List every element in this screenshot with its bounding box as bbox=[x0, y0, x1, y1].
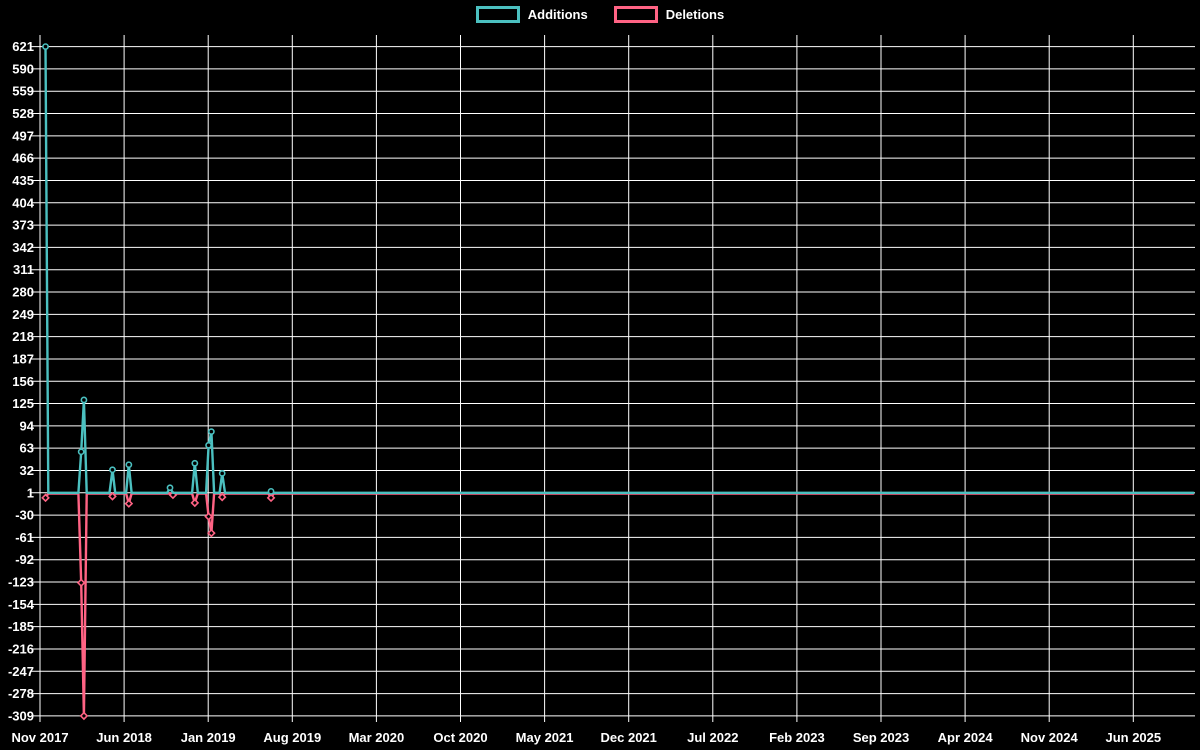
data-point-marker bbox=[266, 493, 276, 503]
y-tick-label: 125 bbox=[12, 396, 34, 411]
x-tick-label: Jul 2022 bbox=[687, 730, 738, 745]
data-point-marker bbox=[79, 711, 89, 721]
y-tick-label: -61 bbox=[15, 530, 34, 545]
legend-item-deletions[interactable]: Deletions bbox=[613, 6, 725, 23]
y-tick-label: -247 bbox=[8, 664, 34, 679]
data-point-marker bbox=[204, 512, 213, 521]
y-tick-label: 280 bbox=[12, 285, 34, 300]
legend-label-deletions: Deletions bbox=[665, 7, 725, 22]
y-tick-label: -154 bbox=[8, 597, 35, 612]
y-tick-label: 1 bbox=[27, 485, 34, 500]
data-point-marker bbox=[41, 493, 50, 503]
vertical-gridlines bbox=[39, 35, 1134, 722]
y-tick-label: -216 bbox=[8, 641, 34, 656]
x-tick-label: Sep 2023 bbox=[853, 730, 909, 745]
y-tick-label: 466 bbox=[12, 151, 34, 166]
series-additions bbox=[42, 43, 1195, 495]
x-tick-label: Mar 2020 bbox=[349, 730, 405, 745]
y-tick-label: -185 bbox=[8, 619, 34, 634]
additions-point-markers bbox=[42, 43, 275, 495]
y-tick-label: 373 bbox=[12, 218, 34, 233]
data-point-marker bbox=[76, 578, 86, 588]
y-tick-label: 94 bbox=[20, 418, 35, 433]
data-point-marker bbox=[205, 441, 212, 449]
data-point-marker bbox=[109, 466, 116, 474]
data-point-marker bbox=[267, 487, 275, 495]
deletions-swatch bbox=[613, 6, 658, 23]
x-tick-label: Nov 2024 bbox=[1021, 730, 1079, 745]
y-tick-label: 528 bbox=[12, 106, 34, 121]
data-point-marker bbox=[207, 428, 215, 436]
data-point-marker bbox=[125, 461, 133, 469]
data-point-marker bbox=[190, 498, 200, 508]
series-deletions bbox=[41, 490, 1195, 721]
legend-label-additions: Additions bbox=[527, 7, 588, 22]
y-tick-label: 590 bbox=[12, 61, 34, 76]
y-tick-label: 559 bbox=[12, 84, 34, 99]
x-tick-label: Jun 2018 bbox=[96, 730, 152, 745]
x-tick-label: Jan 2019 bbox=[181, 730, 236, 745]
y-tick-label: 404 bbox=[12, 195, 34, 210]
y-tick-label: 342 bbox=[12, 240, 34, 255]
y-tick-label: -278 bbox=[8, 686, 34, 701]
data-point-marker bbox=[191, 459, 199, 467]
data-point-marker bbox=[218, 469, 226, 477]
data-point-marker bbox=[80, 396, 88, 404]
y-tick-label: -30 bbox=[15, 508, 34, 523]
x-tick-label: May 2021 bbox=[516, 730, 574, 745]
y-tick-label: 621 bbox=[12, 39, 34, 54]
data-point-marker bbox=[77, 448, 85, 456]
x-tick-label: Feb 2023 bbox=[769, 730, 825, 745]
data-point-marker bbox=[42, 43, 49, 50]
y-tick-label: 63 bbox=[20, 441, 34, 456]
deletions-point-markers bbox=[41, 490, 276, 721]
y-tick-label: -123 bbox=[8, 575, 34, 590]
data-point-marker bbox=[217, 492, 227, 502]
data-point-marker bbox=[207, 528, 216, 538]
y-tick-label: 311 bbox=[13, 262, 34, 277]
y-axis-tick-labels: 621 590 559 528 497 466 435 404 373 342 311 280 249 2… bbox=[8, 39, 35, 723]
x-tick-label: Aug 2019 bbox=[263, 730, 321, 745]
y-tick-label: 435 bbox=[12, 173, 34, 188]
y-tick-label: -92 bbox=[15, 552, 34, 567]
x-tick-label: Oct 2020 bbox=[433, 730, 487, 745]
y-tick-label: 187 bbox=[12, 351, 34, 366]
y-tick-label: 218 bbox=[12, 329, 34, 344]
y-tick-label: -309 bbox=[8, 708, 34, 723]
x-tick-label: Apr 2024 bbox=[938, 730, 994, 745]
y-tick-label: 32 bbox=[20, 463, 34, 478]
additions-swatch bbox=[475, 6, 520, 23]
additions-line bbox=[44, 45, 1195, 494]
data-point-marker bbox=[166, 484, 174, 492]
x-tick-label: Nov 2017 bbox=[11, 730, 68, 745]
legend-item-additions[interactable]: Additions bbox=[475, 6, 588, 23]
x-tick-label: Dec 2021 bbox=[601, 730, 657, 745]
data-point-marker bbox=[108, 492, 117, 501]
horizontal-gridlines bbox=[31, 46, 1195, 717]
x-tick-label: Jun 2025 bbox=[1105, 730, 1161, 745]
chart-legend: Additions Deletions bbox=[0, 6, 1200, 23]
data-point-marker bbox=[124, 499, 134, 508]
y-tick-label: 249 bbox=[12, 307, 34, 322]
y-tick-label: 497 bbox=[12, 128, 34, 143]
y-tick-label: 156 bbox=[12, 374, 34, 389]
x-axis-tick-labels: Nov 2017 Jun 2018 Jan 2019 Aug 2019 Mar 2020… bbox=[11, 730, 1161, 745]
